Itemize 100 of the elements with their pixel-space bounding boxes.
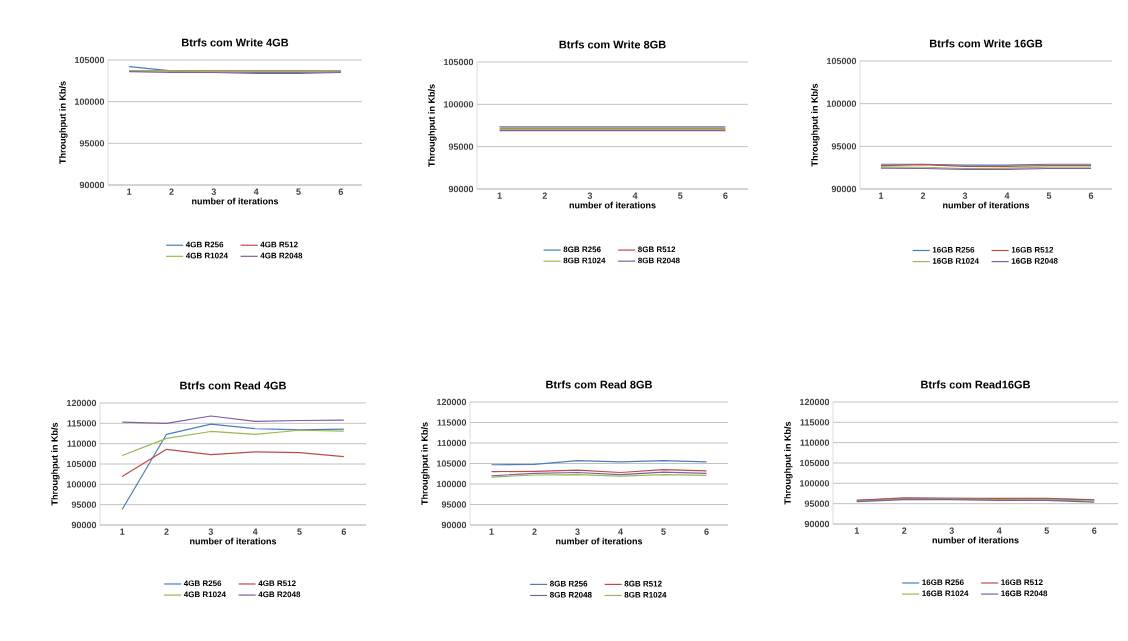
x-tick-label: 3	[949, 527, 954, 534]
legend-label: 16GB R256	[922, 579, 964, 586]
y-tick-label: 100000	[827, 100, 857, 107]
chart-title: Btrfs com Write 8GB	[559, 40, 666, 49]
y-tick-label: 120000	[800, 398, 830, 406]
y-tick-label: 120000	[67, 399, 97, 407]
x-tick-label: 1	[497, 192, 502, 199]
x-tick-label: 6	[704, 528, 709, 535]
x-tick-label: 4	[618, 528, 623, 535]
x-tick-label: 4	[996, 527, 1002, 534]
legend-label: 4GB R512	[258, 580, 296, 587]
y-axis-title: Throughput in Kb/s	[59, 81, 68, 164]
legend-label: 4GB R256	[185, 241, 224, 248]
y-tick-label: 95000	[71, 501, 97, 508]
x-tick-label: 2	[164, 528, 169, 535]
y-tick-label: 105000	[827, 57, 857, 65]
y-tick-label: 95000	[441, 501, 467, 508]
y-tick-label: 95000	[804, 500, 830, 507]
legend-label: 8GB R2048	[638, 257, 680, 264]
y-tick-label: 90000	[804, 520, 830, 528]
x-tick-label: 1	[120, 528, 125, 535]
x-axis-title: number of iterations	[943, 201, 1030, 209]
x-axis-title: number of iterations	[190, 537, 277, 545]
x-tick-label: 6	[338, 188, 343, 195]
y-tick-label: 110000	[67, 440, 97, 447]
y-tick-label: 115000	[67, 420, 97, 427]
x-tick-label: 5	[678, 192, 683, 199]
y-tick-label: 105000	[444, 58, 474, 66]
legend-label: 4GB R256	[183, 580, 222, 587]
y-tick-label: 90000	[831, 185, 857, 193]
x-tick-label: 3	[575, 528, 580, 535]
x-tick-label: 5	[297, 528, 302, 535]
x-tick-label: 5	[296, 188, 301, 195]
legend-label: 4GB R2048	[260, 252, 303, 259]
legend-label: 16GB R2048	[1001, 590, 1048, 597]
y-tick-label: 110000	[800, 439, 830, 446]
legend-label: 4GB R2048	[258, 591, 301, 598]
x-tick-label: 4	[632, 192, 638, 199]
legend-label: 16GB R512	[1011, 246, 1054, 253]
legend-label: 8GB R512	[638, 246, 676, 253]
x-axis-title: number of iterations	[569, 201, 656, 209]
x-tick-label: 3	[962, 192, 968, 199]
chart-title: Btrfs com Write 4GB	[182, 38, 289, 47]
x-tick-label: 1	[879, 192, 884, 199]
chart-title: Btrfs com Read16GB	[921, 380, 1030, 389]
x-tick-label: 2	[902, 527, 907, 534]
x-tick-label: 4	[253, 188, 259, 195]
y-tick-label: 105000	[67, 460, 97, 468]
legend-label: 8GB R256	[550, 580, 588, 587]
x-tick-label: 6	[341, 528, 347, 535]
y-tick-label: 100000	[67, 481, 97, 488]
legend-label: 8GB R2048	[550, 591, 592, 598]
x-tick-label: 6	[723, 192, 728, 199]
y-tick-label: 100000	[75, 98, 105, 105]
chart-title: Btrfs com Write 16GB	[930, 39, 1043, 48]
y-axis-title: Throughput in Kb/s	[51, 422, 60, 506]
legend-label: 8GB R1024	[563, 257, 606, 264]
x-axis-title: number of iterations	[932, 536, 1019, 544]
y-tick-label: 115000	[800, 419, 830, 426]
x-tick-label: 2	[532, 528, 537, 535]
y-tick-label: 100000	[444, 101, 474, 108]
y-tick-label: 90000	[71, 521, 97, 529]
y-tick-label: 90000	[448, 185, 474, 193]
y-tick-label: 100000	[800, 480, 830, 487]
legend-label: 16GB R512	[1001, 579, 1043, 586]
x-tick-label: 3	[211, 188, 216, 195]
y-tick-label: 105000	[75, 56, 105, 64]
legend-label: 8GB R256	[563, 246, 601, 253]
legend-label: 4GB R1024	[185, 252, 228, 259]
legend-label: 16GB R1024	[932, 258, 979, 264]
y-tick-label: 115000	[437, 419, 467, 426]
x-axis-title: number of iterations	[556, 537, 643, 545]
y-tick-label: 95000	[831, 143, 857, 150]
legend-label: 8GB R1024	[624, 591, 667, 598]
legend-label: 4GB R1024	[183, 591, 226, 598]
y-tick-label: 100000	[437, 480, 467, 488]
x-tick-label: 2	[920, 192, 926, 199]
legend-label: 16GB R2048	[1011, 258, 1058, 264]
y-axis-title: Throughput in Kb/s	[784, 421, 793, 505]
legend-label: 16GB R1024	[922, 590, 969, 597]
x-tick-label: 5	[1044, 527, 1049, 534]
x-tick-label: 3	[587, 192, 593, 199]
x-tick-label: 2	[542, 192, 547, 199]
legend-label: 8GB R512	[624, 580, 662, 587]
x-tick-label: 1	[127, 188, 132, 195]
x-tick-label: 6	[1088, 192, 1094, 199]
chart-title: Btrfs com Read 8GB	[546, 380, 652, 389]
x-tick-label: 4	[252, 528, 258, 535]
y-tick-label: 90000	[79, 181, 105, 189]
y-tick-label: 95000	[448, 143, 474, 150]
y-axis-title: Throughput in Kb/s	[421, 422, 430, 505]
y-axis-title: Throughput in Kb/s	[811, 83, 820, 167]
y-tick-label: 105000	[800, 459, 830, 467]
x-tick-label: 3	[208, 528, 214, 535]
x-tick-label: 1	[489, 528, 494, 535]
y-tick-label: 120000	[437, 398, 467, 406]
x-tick-label: 2	[169, 188, 174, 195]
x-tick-label: 1	[854, 527, 860, 534]
y-tick-label: 90000	[441, 521, 467, 529]
x-tick-label: 4	[1004, 192, 1010, 199]
